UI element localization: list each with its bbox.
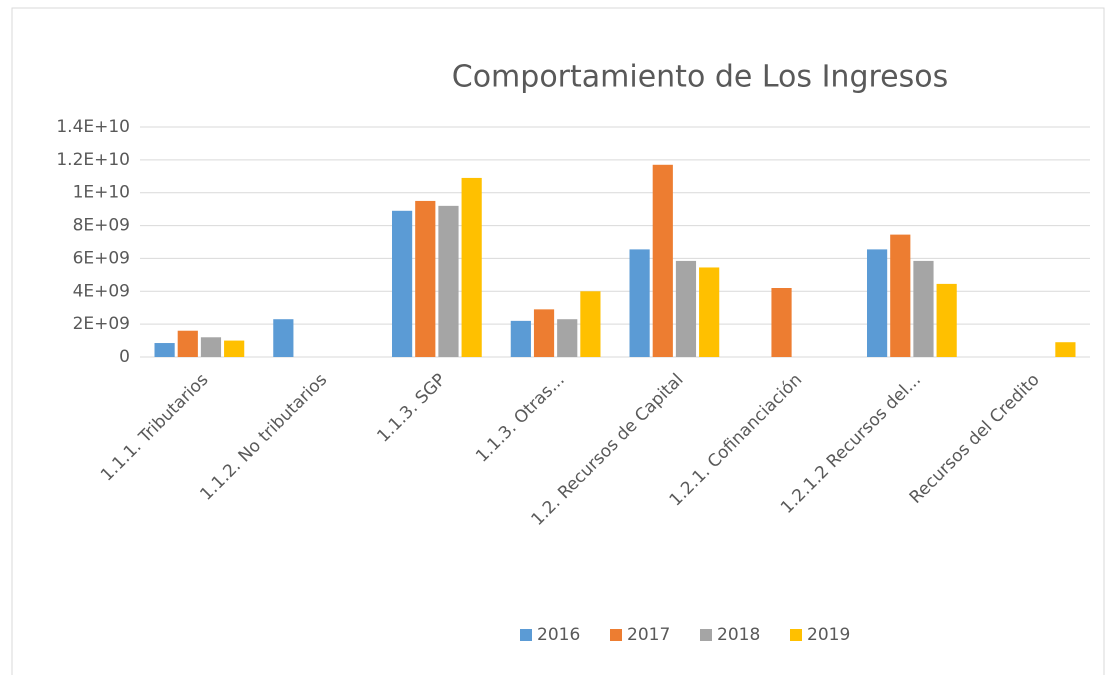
bar <box>699 267 720 357</box>
bar <box>913 260 934 357</box>
legend-swatch <box>610 629 622 641</box>
y-tick-label: 0 <box>119 347 130 367</box>
bar <box>675 260 697 357</box>
bar <box>936 283 957 357</box>
bar <box>867 249 888 357</box>
bar <box>415 200 436 357</box>
legend-label: 2016 <box>537 625 580 645</box>
bar <box>438 205 459 357</box>
bar <box>461 177 482 357</box>
legend-label: 2018 <box>717 625 760 645</box>
bar <box>510 320 531 357</box>
bar <box>273 319 294 357</box>
y-tick-label: 4E+09 <box>73 281 130 301</box>
bar <box>557 319 578 357</box>
chart-title: Comportamiento de Los Ingresos <box>452 60 948 95</box>
legend-label: 2019 <box>807 625 850 645</box>
y-tick-label: 8E+09 <box>73 216 130 236</box>
bar <box>224 340 245 357</box>
legend-label: 2017 <box>627 625 670 645</box>
bar <box>652 164 673 357</box>
bar <box>580 291 601 357</box>
bar <box>629 249 650 357</box>
y-tick-label: 2E+09 <box>73 314 130 334</box>
bar <box>771 288 792 357</box>
legend-swatch <box>520 629 532 641</box>
y-tick-label: 6E+09 <box>73 248 130 268</box>
bar <box>1055 342 1076 357</box>
bar <box>533 309 555 357</box>
bar <box>392 210 413 357</box>
legend-swatch <box>790 629 802 641</box>
bar <box>154 343 175 357</box>
bar <box>890 234 911 357</box>
y-tick-label: 1E+10 <box>73 183 130 203</box>
y-tick-label: 1.2E+10 <box>56 150 130 170</box>
y-tick-label: 1.4E+10 <box>56 117 130 137</box>
bar <box>177 330 198 357</box>
bar <box>200 337 222 357</box>
legend-swatch <box>700 629 712 641</box>
